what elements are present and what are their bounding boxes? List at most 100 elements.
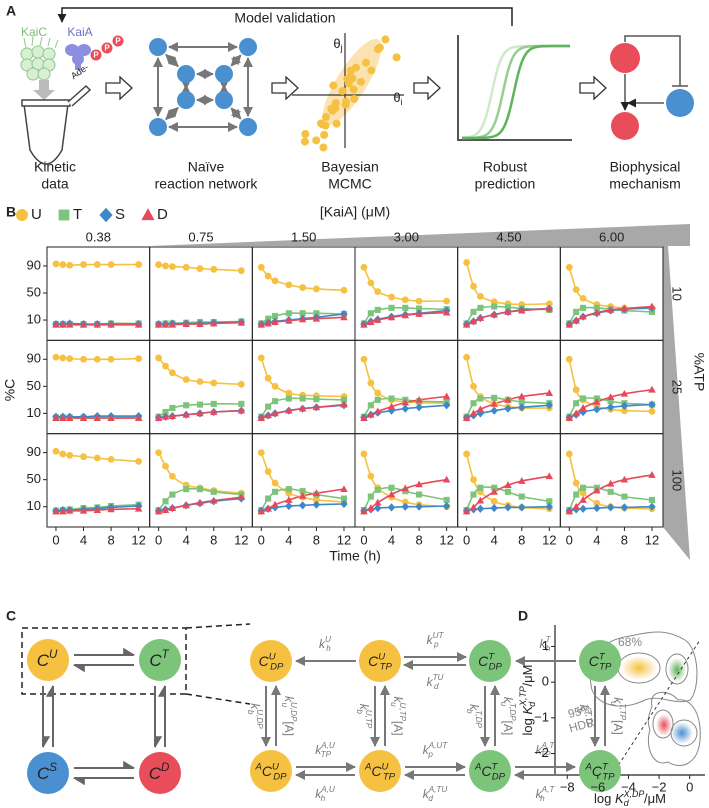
- column-label: 1.50: [291, 229, 316, 244]
- marker: [565, 507, 574, 515]
- label-part: A,U: [320, 741, 335, 750]
- marker: [134, 320, 143, 328]
- label-part: log: [520, 715, 535, 736]
- state-label: CD: [149, 762, 170, 783]
- panel-label: C: [6, 608, 16, 624]
- x-tick-label: 0: [360, 532, 367, 547]
- marker: [65, 320, 74, 328]
- network-node: [177, 91, 195, 109]
- panel-frame: [251, 339, 356, 435]
- label-part: C: [589, 653, 600, 669]
- marker: [196, 265, 204, 273]
- network-node: [215, 91, 233, 109]
- marker: [65, 414, 74, 422]
- step-arrow: [271, 75, 299, 101]
- marker: [518, 306, 526, 314]
- y-tick-label: 90: [27, 257, 41, 272]
- marker: [271, 479, 279, 487]
- marker: [107, 414, 115, 422]
- marker: [168, 504, 177, 511]
- marker: [257, 320, 266, 328]
- validation-arrow: [57, 7, 513, 26]
- label-part: U: [272, 761, 279, 772]
- y-tick-label: 10: [27, 498, 41, 513]
- label-part: U: [381, 761, 388, 772]
- marker: [80, 355, 87, 363]
- label-part: U,DP: [289, 702, 298, 722]
- marker: [477, 304, 484, 311]
- prediction-curve: [462, 44, 570, 140]
- marker: [59, 354, 67, 362]
- ade-label: Ade-: [69, 62, 90, 81]
- marker: [272, 312, 279, 320]
- x-tick-label: 4: [80, 532, 87, 547]
- label-part: k: [423, 743, 430, 757]
- sample-dot: [375, 43, 384, 52]
- axis: [457, 35, 572, 141]
- marker: [299, 284, 307, 291]
- legend-marker: [16, 209, 28, 221]
- mech-node: [610, 43, 640, 73]
- x-tick-label: 12: [131, 532, 145, 547]
- marker: [374, 396, 381, 403]
- marker: [107, 455, 115, 463]
- label-part: TP: [380, 661, 393, 672]
- column-label: 3.00: [394, 229, 419, 244]
- label-part: k: [467, 704, 481, 711]
- column-label: 6.00: [599, 229, 624, 244]
- label-part: C: [149, 764, 162, 783]
- marker: [135, 355, 143, 362]
- row-label: 10: [670, 286, 685, 300]
- marker: [477, 292, 484, 300]
- marker: [285, 310, 292, 317]
- marker: [442, 308, 451, 316]
- state-label: ACT DP: [474, 761, 506, 782]
- marker: [490, 487, 498, 495]
- marker: [169, 404, 176, 412]
- marker: [93, 320, 102, 328]
- marker: [367, 310, 374, 317]
- marker: [606, 403, 615, 412]
- kaia-label: KaiA: [67, 25, 92, 39]
- diagonal: [611, 639, 701, 776]
- marker: [470, 476, 477, 484]
- label-part: U,TP: [398, 702, 407, 721]
- marker: [340, 400, 348, 408]
- state-node: [579, 640, 621, 682]
- panel-frame: [559, 246, 664, 341]
- phosphate: [112, 35, 124, 47]
- marker: [580, 304, 587, 311]
- marker: [401, 296, 409, 304]
- marker: [285, 486, 292, 493]
- state-node: [469, 750, 511, 792]
- label-part: C: [37, 651, 50, 670]
- marker: [491, 484, 498, 491]
- marker: [155, 354, 163, 362]
- marker: [470, 400, 477, 407]
- marker: [373, 503, 382, 513]
- legend-label: D: [157, 206, 168, 223]
- marker: [182, 410, 190, 418]
- marker: [579, 312, 587, 320]
- row-label: 100: [670, 469, 685, 491]
- phosphate: [101, 42, 113, 54]
- marker: [491, 394, 498, 401]
- label-part: C: [262, 763, 273, 779]
- marker: [648, 407, 656, 415]
- label-part: C: [481, 763, 492, 779]
- label-part: θ: [393, 90, 400, 105]
- marker: [312, 403, 321, 411]
- marker: [360, 507, 368, 515]
- label-part: k: [501, 697, 515, 704]
- state-label: CU DP: [259, 651, 284, 672]
- label-part: [A]: [501, 720, 515, 735]
- state-node: [27, 752, 69, 794]
- label-part: C: [259, 653, 270, 669]
- marker: [271, 277, 279, 285]
- y-tick-label: 0: [542, 674, 549, 689]
- network-edge: [230, 107, 242, 120]
- marker: [66, 261, 74, 269]
- marker: [621, 407, 628, 415]
- step-caption: data: [41, 176, 68, 192]
- x-tick-label: 0: [463, 532, 470, 547]
